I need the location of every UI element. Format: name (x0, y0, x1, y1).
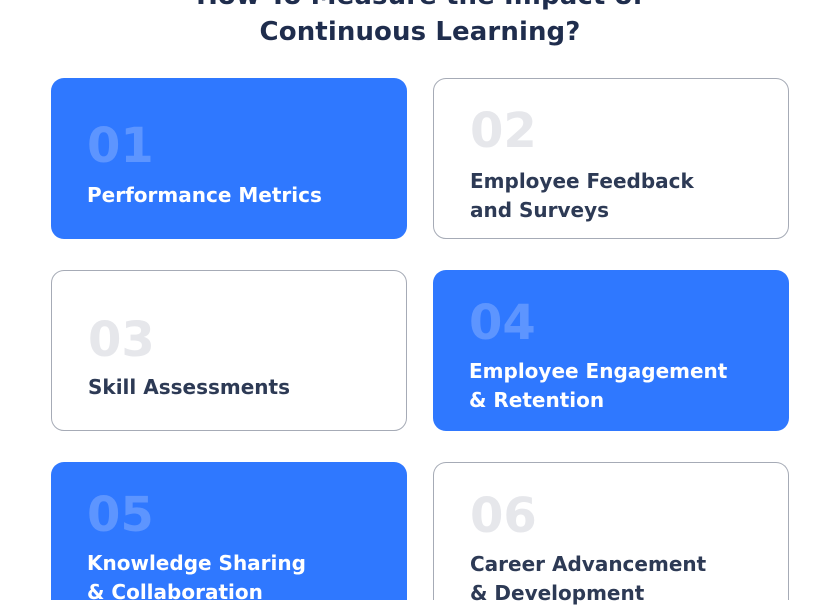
page-title: How To Measure the Impact of Continuous … (0, 0, 840, 50)
card-label-line-1: Performance Metrics (87, 183, 322, 207)
card-label-line-1: Employee Engagement (469, 359, 728, 383)
card-number: 04 (469, 295, 536, 351)
card-label: Skill Assessments (88, 373, 388, 402)
card-label: Employee Feedback and Surveys (470, 167, 770, 225)
metric-card-02: 02 Employee Feedback and Surveys (433, 78, 789, 239)
card-number: 02 (470, 103, 537, 159)
card-label: Employee Engagement & Retention (469, 357, 769, 415)
card-number: 05 (87, 487, 154, 543)
card-label: Performance Metrics (87, 181, 387, 210)
card-number: 01 (87, 118, 154, 174)
card-label-line-1: Knowledge Sharing (87, 551, 306, 575)
card-label: Knowledge Sharing & Collaboration (87, 549, 387, 607)
page-title-line-1: How To Measure the Impact of (0, 0, 840, 14)
card-label-line-2: & Retention (469, 388, 605, 412)
metric-card-04: 04 Employee Engagement & Retention (433, 270, 789, 431)
metric-card-01: 01 Performance Metrics (51, 78, 407, 239)
card-label-line-1: Employee Feedback (470, 169, 694, 193)
card-label-line-2: & Collaboration (87, 580, 263, 604)
card-number: 06 (470, 488, 537, 544)
card-number: 03 (88, 312, 155, 368)
metric-card-06: 06 Career Advancement & Development (433, 462, 789, 605)
card-label-line-1: Skill Assessments (88, 375, 291, 399)
page-title-line-2: Continuous Learning? (259, 17, 581, 47)
metric-card-03: 03 Skill Assessments (51, 270, 407, 431)
card-label-line-2: and Surveys (470, 198, 610, 222)
card-label-line-2: & Development (470, 581, 645, 605)
card-label-line-1: Career Advancement (470, 552, 707, 576)
card-label: Career Advancement & Development (470, 550, 770, 608)
metric-card-05: 05 Knowledge Sharing & Collaboration (51, 462, 407, 604)
